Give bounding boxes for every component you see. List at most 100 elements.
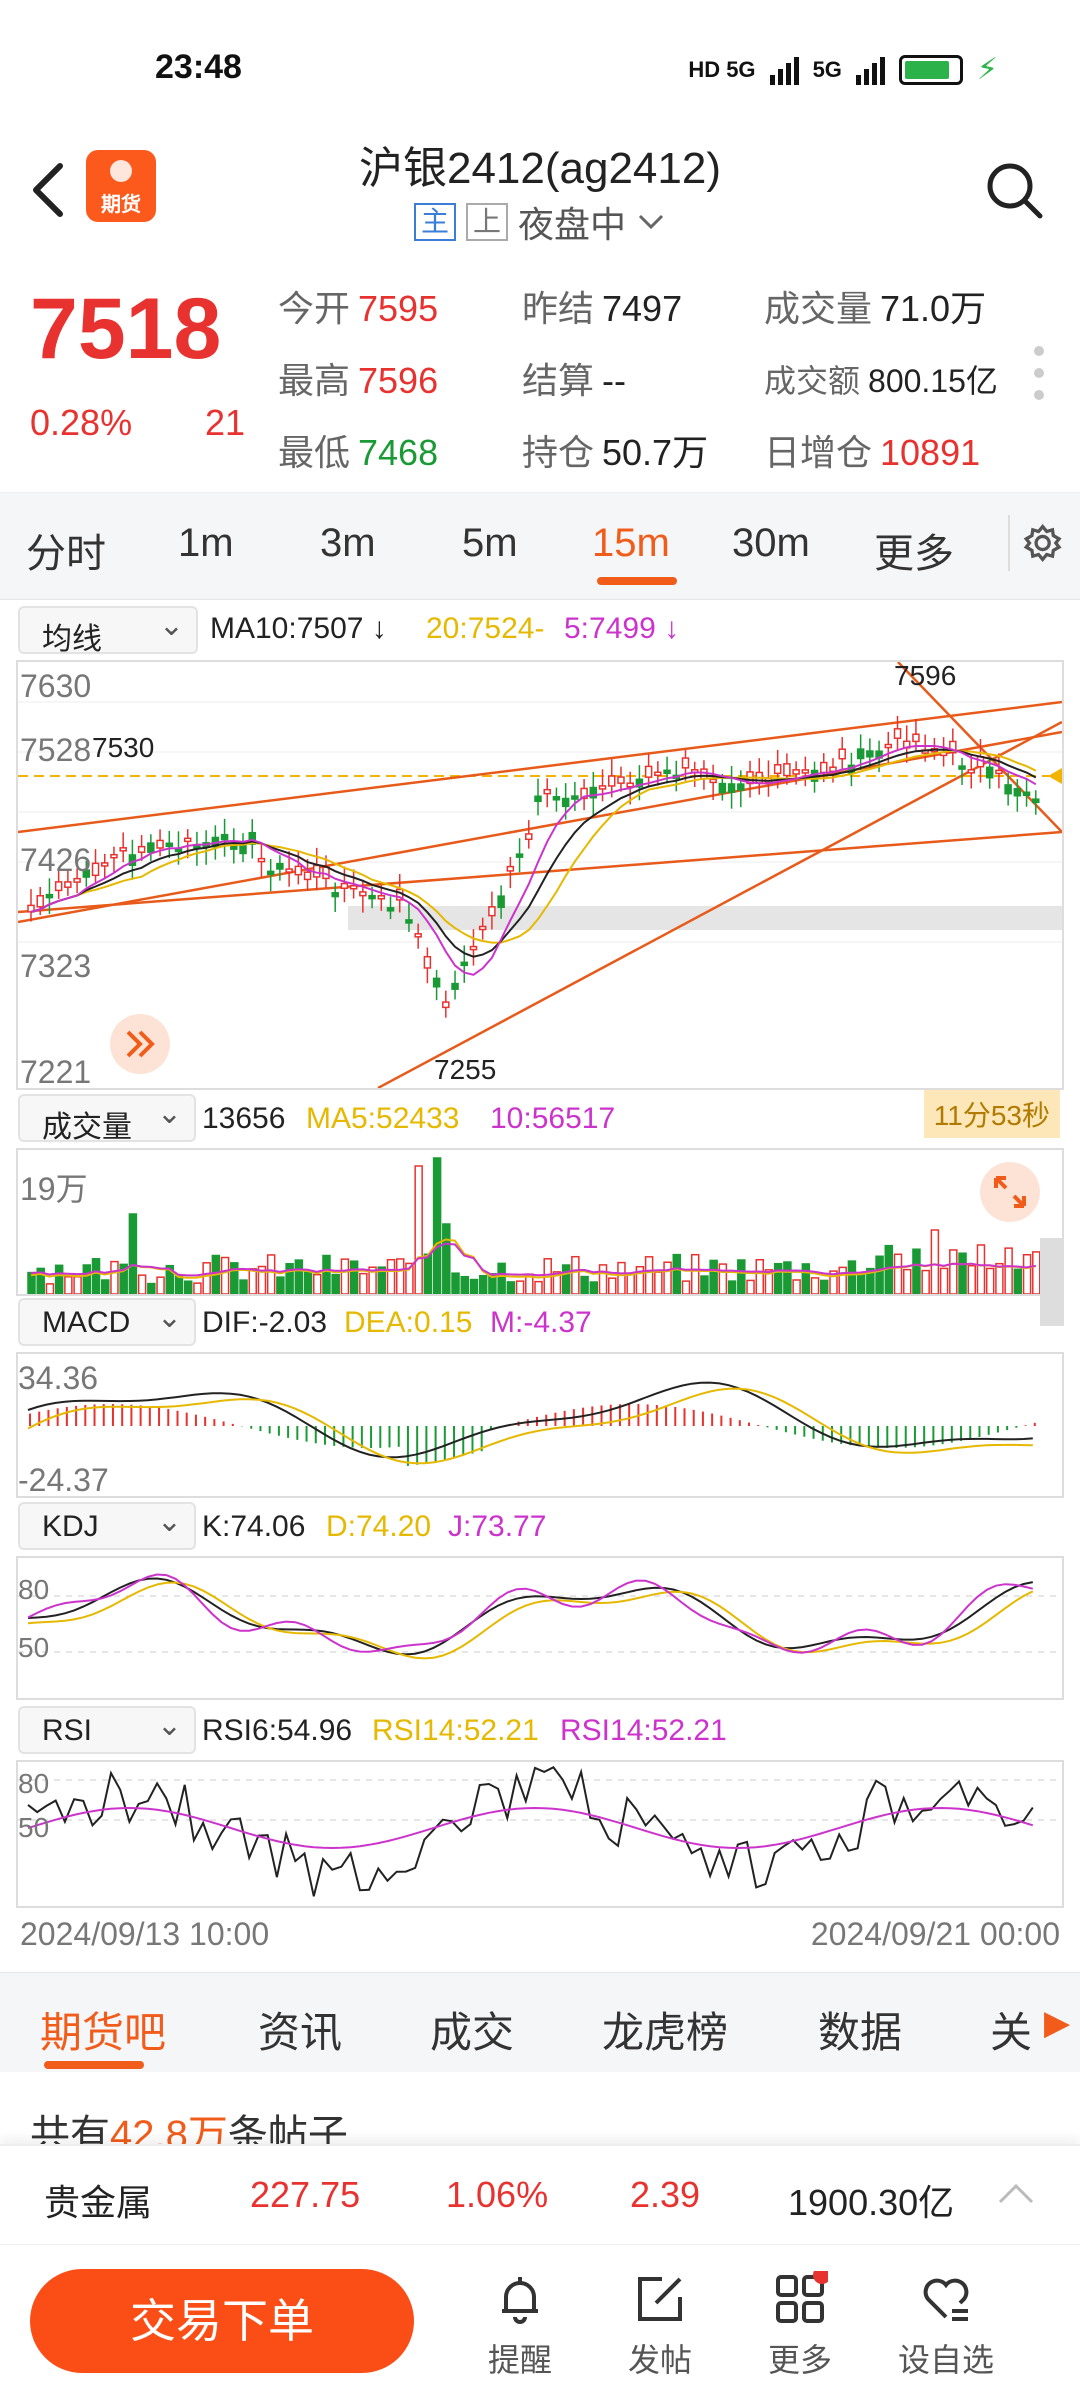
volume-bar	[801, 1263, 811, 1294]
volume-bar	[266, 1254, 276, 1294]
more-dots-icon[interactable]	[1034, 346, 1046, 412]
macd-selector[interactable]: MACD	[18, 1298, 196, 1346]
ma20-value: 20:7524-	[426, 612, 545, 645]
candle	[230, 845, 238, 850]
ma10-line	[30, 748, 1037, 958]
tab-news[interactable]: 资讯	[258, 2009, 343, 2056]
volume-bar	[654, 1271, 663, 1294]
candle	[165, 842, 174, 848]
volume-bar	[838, 1266, 847, 1294]
volume-field: 成交量 71.0万	[764, 288, 987, 329]
volume-panel[interactable]	[16, 1148, 1064, 1296]
low-field: 最低 7468	[278, 432, 439, 473]
volume-bar	[967, 1264, 977, 1294]
macd-axis-bottom: -24.37	[18, 1462, 109, 1498]
volume-bar	[478, 1274, 488, 1294]
tab-ranking[interactable]: 龙虎榜	[602, 2009, 729, 2056]
candle	[773, 764, 782, 775]
rsi14-value-2: RSI14:52.21	[560, 1714, 727, 1747]
candle	[571, 795, 579, 800]
tab-30m[interactable]: 30m	[732, 521, 810, 565]
tab-3m[interactable]: 3m	[320, 521, 376, 565]
volume-bar	[930, 1229, 940, 1294]
volume-bar	[469, 1278, 479, 1294]
status-time: 23:48	[155, 48, 242, 86]
post-label: 发帖	[627, 2342, 692, 2378]
volume-bar	[995, 1262, 1004, 1294]
candle	[432, 977, 441, 988]
chevron-up-icon[interactable]	[996, 2180, 1036, 2206]
volume-bar	[617, 1261, 626, 1294]
trade-button[interactable]: 交易下单	[30, 2269, 414, 2373]
candle	[856, 748, 865, 760]
expand-arrows-icon[interactable]	[108, 1012, 172, 1076]
volume-bar	[1004, 1247, 1013, 1294]
current-price-marker	[1048, 768, 1062, 784]
change-value: 21	[205, 402, 246, 443]
candle	[1032, 798, 1040, 804]
macd-panel[interactable]	[16, 1352, 1064, 1498]
session-selector[interactable]: 主 上 夜盘中	[0, 196, 1080, 248]
sector-bar[interactable]: 贵金属 227.75 1.06% 2.39 1900.30亿	[0, 2144, 1080, 2244]
price-axis-5: 7221	[20, 1054, 92, 1090]
volume-ma10-line	[30, 1242, 1036, 1277]
tab-forum[interactable]: 期货吧	[40, 2009, 167, 2056]
tab-more[interactable]: 更多	[874, 532, 954, 576]
open-interest-field: 持仓 50.7万	[522, 432, 709, 473]
macd-dea-line	[27, 1387, 1033, 1465]
ma-selector[interactable]: 均线	[18, 606, 198, 656]
scroll-right-icon[interactable]: ▶	[1044, 2004, 1071, 2042]
open-field: 今开 7595	[278, 288, 439, 329]
candlestick-panel[interactable]	[16, 660, 1064, 1090]
volume-selector[interactable]: 成交量	[18, 1094, 196, 1144]
tab-related[interactable]: 关	[990, 2009, 1033, 2056]
volume-bar	[119, 1263, 128, 1294]
sector-pct: 1.06%	[446, 2174, 549, 2215]
page-title: 沪银2412(ag2412)	[358, 144, 721, 193]
volume-bar	[746, 1279, 755, 1294]
volume-bar	[156, 1276, 165, 1294]
tab-trades[interactable]: 成交	[430, 2009, 515, 2056]
tab-1m[interactable]: 1m	[178, 521, 234, 565]
tab-data[interactable]: 数据	[818, 2009, 903, 2056]
watchlist-button[interactable]: 设自选	[886, 2271, 1006, 2381]
tab-5m[interactable]: 5m	[462, 521, 518, 565]
side-handle[interactable]	[1040, 1238, 1064, 1326]
candle	[995, 769, 1003, 775]
remind-button[interactable]: 提醒	[460, 2271, 580, 2381]
volume-bar	[976, 1244, 986, 1294]
rsi-panel[interactable]	[16, 1760, 1064, 1908]
volume-bar	[571, 1255, 580, 1294]
rsi-selector[interactable]: RSI	[18, 1706, 196, 1754]
candle	[552, 796, 561, 801]
tab-15m[interactable]: 15m	[592, 521, 670, 565]
post-button[interactable]: 发帖	[600, 2271, 720, 2381]
volume-bar	[672, 1253, 682, 1294]
candle	[100, 862, 109, 867]
volume-bar	[137, 1274, 147, 1294]
rsi14-line	[27, 1806, 1034, 1850]
candle	[1004, 784, 1012, 795]
kdj-axis-80: 80	[18, 1574, 50, 1605]
kdj-panel[interactable]	[16, 1556, 1064, 1700]
kdj-k: K:74.06	[202, 1510, 306, 1543]
candle	[442, 1001, 450, 1009]
high-label: 7596	[894, 660, 957, 691]
candle	[147, 842, 155, 853]
compose-icon	[638, 2277, 682, 2321]
back-icon[interactable]	[28, 160, 68, 220]
rsi14-value: RSI14:52.21	[372, 1714, 539, 1747]
volume-bar	[395, 1258, 405, 1294]
candle	[607, 775, 616, 787]
gear-icon[interactable]	[1008, 515, 1064, 571]
macd-dea: DEA:0.15	[344, 1306, 473, 1339]
more-button[interactable]: 更多	[740, 2271, 860, 2381]
candle	[1013, 788, 1022, 797]
tab-timeshare[interactable]: 分时	[26, 532, 106, 576]
volume-bar	[303, 1271, 313, 1294]
search-icon[interactable]	[984, 160, 1044, 220]
ma5-value: 5:7499 ↓	[564, 612, 680, 645]
volume-bar	[202, 1262, 211, 1294]
kdj-selector[interactable]: KDJ	[18, 1502, 196, 1550]
fullscreen-icon[interactable]	[978, 1160, 1042, 1224]
